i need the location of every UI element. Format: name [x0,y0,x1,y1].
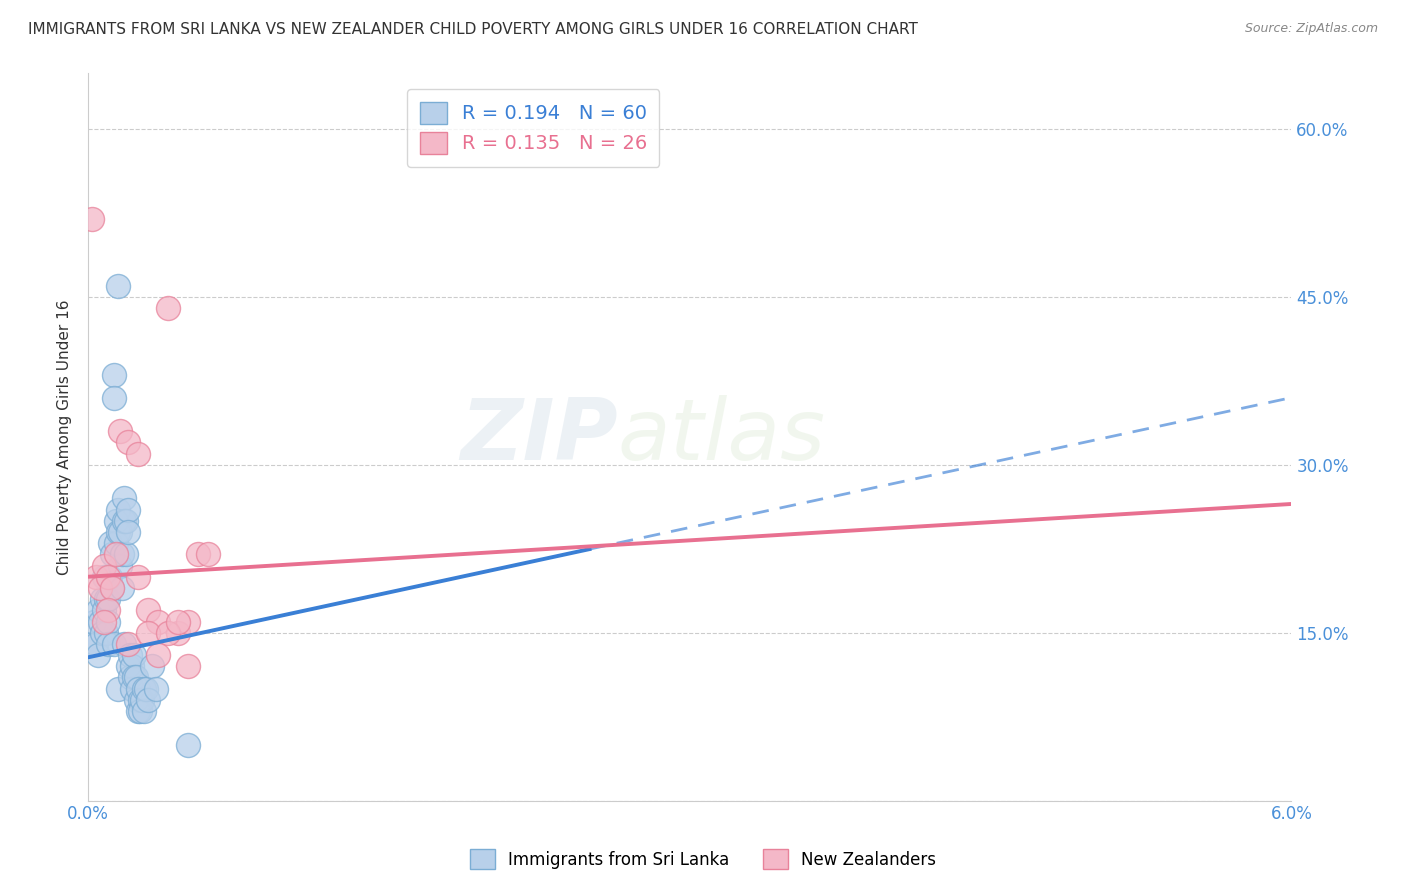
Point [125,671,148,685]
Point [120,671,142,685]
Point [83,615,105,629]
Point [167,615,190,629]
Point [98,536,121,550]
Point [84,637,107,651]
Point [110,424,132,438]
Point [187,547,209,561]
Point [93,570,115,584]
Point [82,637,104,651]
Point [107,681,129,696]
Point [103,368,125,383]
Text: ZIP: ZIP [460,395,617,478]
Y-axis label: Child Poverty Among Girls Under 16: Child Poverty Among Girls Under 16 [58,299,72,574]
Point [87,648,110,662]
Point [105,536,128,550]
Point [117,435,139,450]
Point [112,514,135,528]
Point [177,659,200,673]
Point [125,693,148,707]
Point [93,615,115,629]
Point [148,648,170,662]
Point [105,547,128,561]
Point [97,637,120,651]
Point [121,681,143,696]
Point [120,648,142,662]
Point [96,625,118,640]
Legend: R = 0.194   N = 60, R = 0.135   N = 26: R = 0.194 N = 60, R = 0.135 N = 26 [408,89,659,167]
Point [97,603,120,617]
Point [107,502,129,516]
Point [134,681,156,696]
Point [101,547,124,561]
Point [197,547,219,561]
Point [89,615,111,629]
Point [129,704,152,718]
Point [111,581,134,595]
Point [124,671,146,685]
Point [177,615,200,629]
Point [98,570,121,584]
Point [124,648,146,662]
Point [112,637,135,651]
Point [127,704,149,718]
Point [136,603,159,617]
Point [82,211,104,226]
Point [148,615,170,629]
Point [101,581,124,595]
Point [89,581,111,595]
Point [101,581,124,595]
Legend: Immigrants from Sri Lanka, New Zealanders: Immigrants from Sri Lanka, New Zealander… [460,838,946,880]
Point [93,558,115,573]
Point [117,637,139,651]
Point [129,693,152,707]
Text: Source: ZipAtlas.com: Source: ZipAtlas.com [1244,22,1378,36]
Point [110,558,132,573]
Point [167,625,190,640]
Point [117,502,139,516]
Point [91,592,114,607]
Point [103,637,125,651]
Point [93,603,115,617]
Point [112,491,135,506]
Point [135,681,157,696]
Point [127,681,149,696]
Point [107,524,129,539]
Point [111,547,134,561]
Point [177,738,200,752]
Point [107,278,129,293]
Text: atlas: atlas [617,395,825,478]
Point [157,625,180,640]
Point [117,659,139,673]
Point [136,625,159,640]
Point [157,301,180,315]
Point [84,570,107,584]
Point [145,681,167,696]
Point [97,615,120,629]
Point [141,659,163,673]
Point [110,524,132,539]
Point [121,659,143,673]
Point [115,514,138,528]
Text: IMMIGRANTS FROM SRI LANKA VS NEW ZEALANDER CHILD POVERTY AMONG GIRLS UNDER 16 CO: IMMIGRANTS FROM SRI LANKA VS NEW ZEALAND… [28,22,918,37]
Point [96,592,118,607]
Point [127,447,149,461]
Point [87,603,110,617]
Point [115,547,138,561]
Point [127,570,149,584]
Point [134,704,156,718]
Point [97,570,120,584]
Point [105,514,128,528]
Point [117,524,139,539]
Point [131,693,153,707]
Point [91,625,114,640]
Point [97,592,120,607]
Point [136,693,159,707]
Point [103,391,125,405]
